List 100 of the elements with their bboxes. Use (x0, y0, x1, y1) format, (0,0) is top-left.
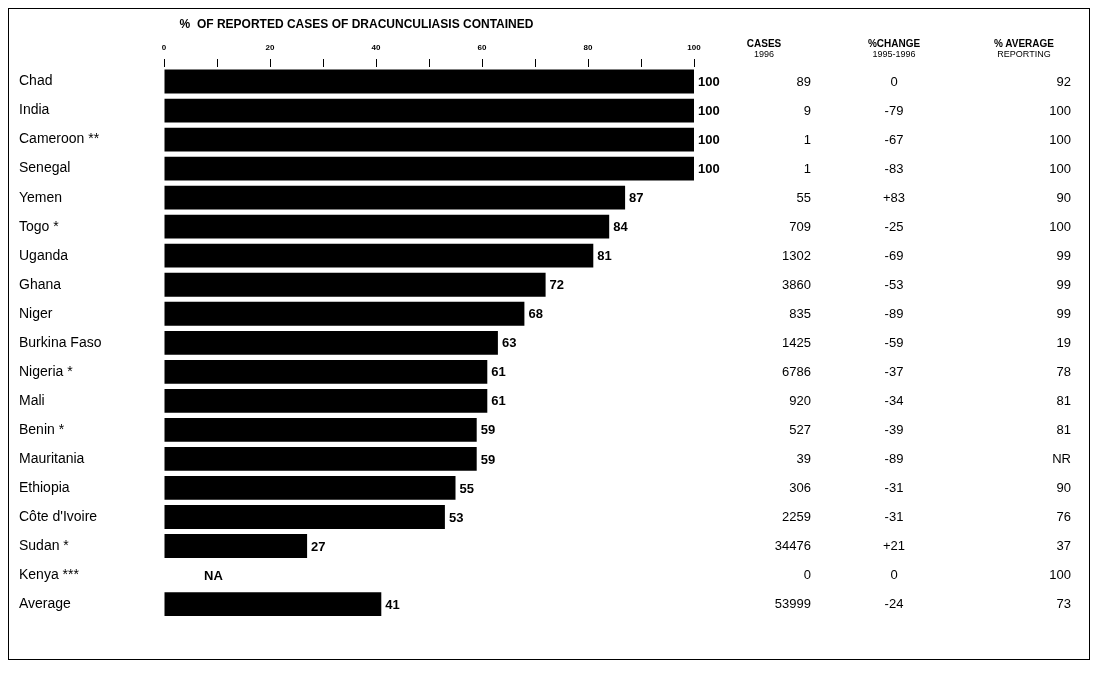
text: REPORTING (996, 49, 1052, 59)
bar (164, 592, 382, 616)
text: %CHANGE (866, 38, 922, 49)
text: 1995-1996 (871, 49, 917, 59)
text: -34 (883, 392, 905, 409)
text: % AVERAGE (993, 38, 1055, 49)
bar (164, 214, 610, 239)
text: -25 (883, 218, 905, 235)
text: 0 (889, 567, 899, 584)
text: 100 (1048, 102, 1072, 119)
text: 89 (796, 73, 811, 89)
text: -89 (883, 450, 905, 467)
text: 99 (1055, 276, 1072, 293)
text: 90 (1055, 479, 1072, 496)
text: 709 (788, 218, 812, 235)
bar (164, 417, 477, 442)
data-label: 100 (698, 132, 720, 148)
text: -83 (883, 160, 905, 177)
text: -39 (883, 421, 905, 438)
bar (164, 388, 488, 413)
data-label: 61 (491, 364, 506, 380)
data-label: 59 (480, 451, 496, 467)
text: 100 (1048, 131, 1072, 148)
y-tick-label: Côte d'Ivoire (19, 507, 98, 524)
text: 76 (1055, 508, 1072, 525)
y-tick-label: Ghana (19, 275, 62, 292)
bar (164, 185, 626, 210)
text: 100 (1048, 218, 1072, 235)
text: -31 (883, 479, 905, 496)
text: -37 (883, 363, 905, 380)
y-tick-label: Senegal (19, 159, 71, 176)
text: -89 (883, 305, 905, 322)
bar (164, 127, 694, 152)
text: 0 (889, 73, 899, 90)
text: 1 (803, 160, 811, 176)
x-tick-label: 40 (371, 43, 381, 53)
text: 99 (1055, 305, 1072, 322)
data-label: 81 (597, 248, 612, 264)
text: 55 (795, 189, 812, 206)
y-tick-label: Togo * (19, 217, 60, 234)
text: 1 (803, 131, 811, 147)
text: 920 (788, 392, 812, 409)
text: 99 (1055, 247, 1072, 264)
text: 835 (788, 305, 812, 322)
text: 37 (1055, 538, 1072, 555)
x-tick-label: 20 (265, 43, 275, 53)
text: -59 (883, 334, 905, 351)
data-label: 87 (629, 190, 644, 206)
y-tick-label: Sudan * (19, 536, 70, 553)
text: -24 (883, 596, 905, 613)
text: 9 (803, 102, 811, 118)
data-label: 27 (311, 538, 326, 554)
data-label: 100 (698, 161, 720, 177)
y-tick-label: Mali (19, 391, 45, 408)
y-tick-label: Chad (19, 72, 53, 89)
y-tick-label: Yemen (19, 188, 63, 205)
text: 81 (1055, 421, 1072, 438)
y-tick-label: Mauritania (19, 449, 85, 466)
data-label: 63 (501, 335, 517, 351)
data-label: 41 (385, 596, 400, 612)
bar (164, 243, 594, 268)
text: 34476 (773, 538, 812, 555)
y-tick-label: Uganda (19, 246, 69, 263)
text: 6786 (781, 363, 812, 380)
bar (164, 330, 498, 355)
y-tick-label: Benin * (19, 420, 65, 437)
data-label: 55 (459, 480, 474, 496)
bar (164, 534, 308, 558)
bar (164, 505, 445, 529)
data-label: 72 (549, 277, 565, 293)
data-label: 53 (448, 509, 464, 525)
x-tick-label: 0 (161, 43, 167, 53)
chart-title: % OF REPORTED CASES OF DRACUNCULIASIS CONTAINED (179, 16, 534, 31)
text: 306 (788, 479, 812, 496)
text: 90 (1055, 189, 1072, 206)
y-tick-label: Burkina Faso (19, 333, 102, 350)
text: 3860 (781, 276, 812, 293)
text: 73 (1055, 596, 1072, 613)
x-tick-label: 60 (477, 43, 487, 53)
text: +21 (881, 538, 907, 555)
data-label: 68 (528, 306, 543, 322)
bar (164, 359, 488, 384)
x-tick-label: 100 (687, 43, 702, 53)
text: 1425 (781, 334, 812, 351)
data-label: 100 (698, 103, 720, 119)
text: 81 (1055, 392, 1072, 409)
text: 1302 (781, 247, 812, 264)
y-tick-label: Average (19, 594, 72, 611)
text: 53999 (773, 596, 812, 613)
y-tick-label: Cameroon ** (19, 130, 100, 147)
y-tick-label: Kenya *** (19, 565, 80, 582)
text: 78 (1055, 363, 1072, 380)
text: -31 (883, 508, 905, 525)
data-label: 84 (613, 219, 629, 235)
text: 92 (1055, 73, 1072, 90)
y-tick-label: Niger (19, 304, 53, 321)
y-tick-label: Ethiopia (19, 478, 70, 495)
data-label: 59 (480, 422, 496, 438)
x-tick-label: 80 (583, 43, 593, 53)
text: 100 (1048, 567, 1072, 584)
